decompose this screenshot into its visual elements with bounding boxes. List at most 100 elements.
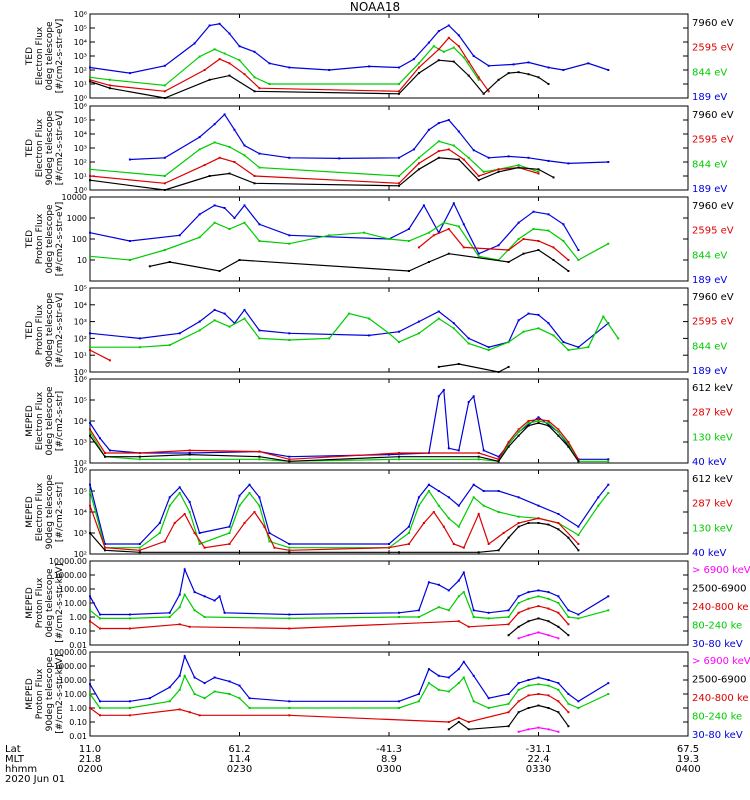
data-point — [537, 676, 540, 679]
data-point — [577, 346, 580, 349]
data-point — [368, 65, 371, 68]
data-point — [138, 452, 141, 454]
data-point — [567, 702, 570, 705]
y-tick-label: 10⁵ — [74, 24, 87, 33]
data-point — [178, 593, 181, 596]
data-point — [537, 416, 540, 419]
data-point — [527, 312, 530, 315]
data-point — [233, 128, 236, 131]
data-point — [108, 359, 111, 362]
data-point — [243, 317, 246, 320]
data-point — [238, 697, 241, 700]
data-point — [178, 332, 181, 335]
data-point — [557, 522, 560, 524]
x-row-label: MLT — [5, 754, 25, 765]
data-point — [99, 627, 101, 630]
x-tick-label-lat: 67.5 — [677, 744, 699, 755]
data-point — [607, 609, 610, 612]
data-point — [577, 707, 580, 709]
data-point — [328, 337, 331, 340]
data-point — [547, 679, 550, 681]
data-point — [398, 707, 400, 709]
data-point — [437, 48, 440, 51]
panel-2: 10⁰ 10¹ 10² 10³ 10⁴ 10⁵ 10⁶ TED Electron Flux 90d… — [25, 102, 734, 195]
data-point — [188, 625, 191, 628]
data-point — [258, 240, 261, 242]
data-point — [233, 217, 236, 219]
data-point — [552, 176, 555, 179]
data-point — [507, 609, 510, 612]
data-point — [188, 458, 191, 461]
data-point — [427, 490, 430, 492]
data-point — [243, 154, 246, 157]
data-point — [537, 422, 540, 424]
y-axis-label-line: [#/cm2-s-str-eV] — [55, 293, 65, 368]
data-point — [447, 24, 450, 27]
y-tick-label: 10⁵ — [74, 396, 87, 405]
y-axis-label-line: [#/cm2-s-str-keV] — [55, 563, 65, 642]
data-point — [158, 522, 161, 524]
data-point — [547, 728, 550, 731]
data-point — [517, 625, 520, 628]
data-point — [457, 682, 460, 685]
data-point — [203, 682, 206, 685]
data-point — [417, 72, 420, 75]
data-point — [168, 611, 171, 614]
y-axis-label-line: TED — [25, 321, 35, 340]
data-point — [198, 213, 201, 216]
data-point — [607, 161, 610, 163]
y-axis-label: TED Proton Flux 0deg telescope [#/cm2-s-str… — [25, 202, 65, 277]
data-point — [457, 449, 460, 452]
data-point — [497, 511, 500, 513]
data-point — [527, 522, 530, 524]
data-point — [457, 668, 460, 671]
y-tick-label: 10² — [74, 459, 87, 468]
data-point — [138, 543, 141, 545]
data-point — [193, 591, 196, 594]
data-point — [288, 700, 291, 703]
y-tick-label: 10⁵ — [74, 487, 87, 496]
y-axis-label-line: [#/cm2-s-str] — [55, 482, 65, 542]
data-point — [163, 182, 166, 185]
data-point — [89, 168, 91, 171]
y-tick-label: 10⁰ — [74, 368, 87, 377]
data-point — [547, 66, 550, 69]
data-point — [567, 349, 570, 352]
data-point — [517, 595, 520, 598]
data-point — [213, 676, 216, 679]
data-point — [228, 172, 231, 175]
data-point — [507, 441, 510, 443]
data-point — [407, 543, 410, 545]
y-tick-label: 10000.00 — [49, 648, 87, 657]
data-point — [437, 317, 440, 320]
data-point — [562, 69, 565, 71]
legend-entry: 844 eV — [692, 250, 727, 261]
data-point — [507, 249, 510, 251]
data-point — [253, 175, 256, 177]
data-point — [427, 483, 430, 486]
x-row-label: hhmm — [5, 764, 37, 775]
data-point — [527, 634, 530, 637]
data-point — [417, 162, 420, 165]
legend-entry: 612 keV — [692, 383, 733, 394]
data-point — [288, 455, 291, 458]
data-point — [178, 606, 181, 609]
data-point — [398, 92, 400, 95]
data-point — [447, 119, 450, 121]
data-point — [607, 682, 610, 685]
data-point — [253, 50, 256, 53]
data-point — [213, 690, 216, 693]
data-point — [417, 616, 420, 618]
series-line — [89, 567, 609, 616]
data-point — [557, 682, 560, 685]
data-point — [417, 156, 420, 159]
data-point — [477, 76, 480, 79]
data-point — [223, 113, 226, 116]
data-point — [537, 172, 540, 175]
data-point — [388, 238, 390, 240]
data-point — [462, 546, 465, 549]
data-point — [89, 532, 91, 534]
data-point — [517, 71, 520, 74]
